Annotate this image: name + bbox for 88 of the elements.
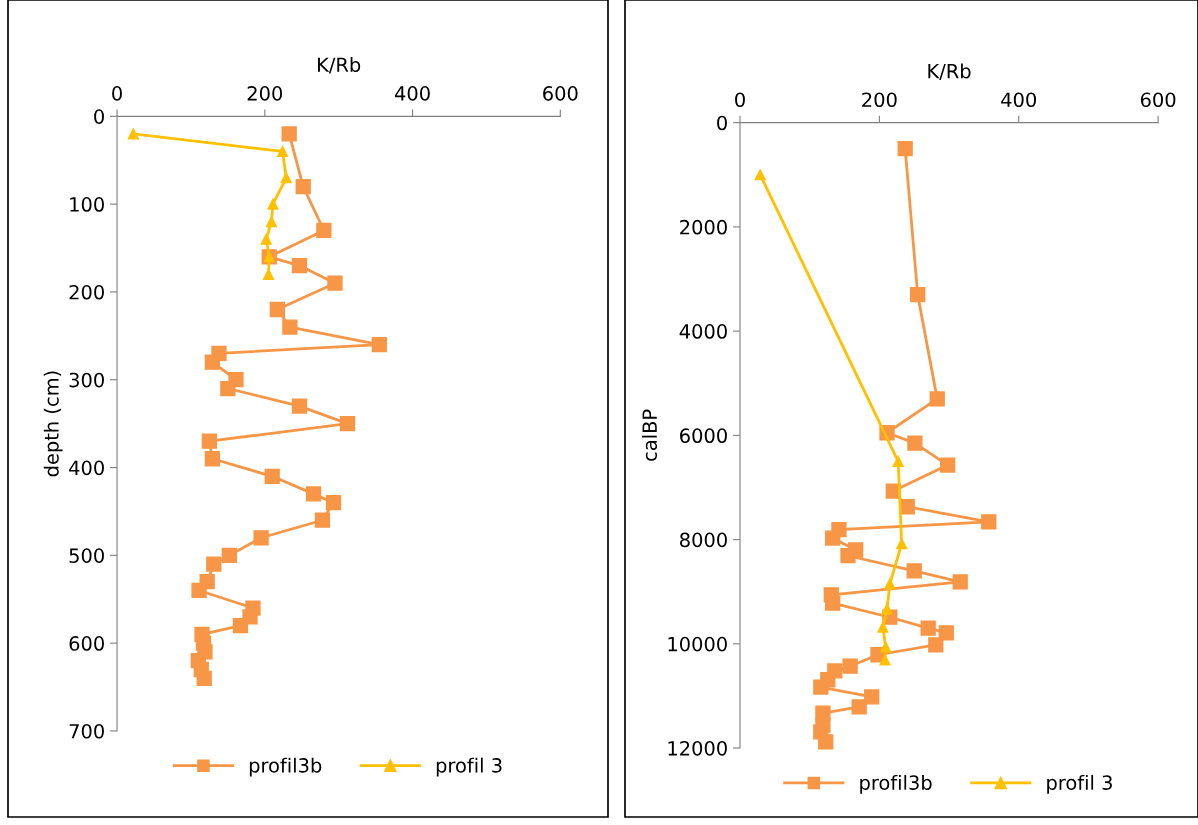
point <box>316 222 332 239</box>
point <box>253 530 269 546</box>
point <box>952 574 968 590</box>
y-tick-label: 600 <box>69 636 104 651</box>
y-tick-label: 700 <box>69 723 104 739</box>
x-axis-title: K/Rb <box>928 63 971 80</box>
point <box>371 336 387 353</box>
x-tick-label: 0 <box>735 92 745 108</box>
point <box>127 128 139 140</box>
y-tick-label: 200 <box>69 284 104 300</box>
point <box>276 145 289 158</box>
x-tick-label: 200 <box>247 86 283 101</box>
y-tick-label: 8000 <box>680 532 727 548</box>
point <box>339 415 356 432</box>
y-tick-label: 0 <box>717 115 727 131</box>
point <box>910 287 926 303</box>
point <box>196 670 212 686</box>
y-tick-label: 400 <box>69 460 104 476</box>
point <box>262 268 275 280</box>
point <box>265 216 278 228</box>
point <box>884 578 896 590</box>
point <box>938 625 954 641</box>
point <box>907 435 923 451</box>
point <box>906 563 922 579</box>
legend-label: profil3b <box>249 757 322 777</box>
point <box>818 734 834 750</box>
y-tick-label: 0 <box>94 109 104 124</box>
point <box>269 301 285 318</box>
point <box>813 679 829 695</box>
point <box>201 433 218 449</box>
point <box>928 637 944 653</box>
legend-label: profil 3 <box>1047 774 1112 794</box>
point <box>295 178 311 195</box>
x-tick-label: 0 <box>112 86 122 101</box>
point <box>877 621 889 633</box>
point <box>325 495 342 511</box>
y-axis-title: depth (cm) <box>43 371 63 477</box>
x-axis-title: K/Rb <box>318 57 361 74</box>
point <box>314 512 331 528</box>
point <box>825 530 841 546</box>
point <box>880 641 892 653</box>
point <box>260 233 272 245</box>
point <box>204 451 220 467</box>
point <box>204 354 220 370</box>
point <box>220 380 236 397</box>
point <box>981 514 997 530</box>
point <box>896 538 908 550</box>
point <box>221 547 237 563</box>
y-axis-title: calBP <box>641 409 658 461</box>
point <box>267 198 279 210</box>
point <box>892 455 904 467</box>
point <box>864 689 880 705</box>
point <box>281 126 297 142</box>
point <box>191 582 207 599</box>
point <box>897 141 913 157</box>
y-tick-label: 300 <box>69 372 104 388</box>
point <box>291 257 308 274</box>
point <box>840 548 856 564</box>
legend-label: profil 3 <box>436 757 502 777</box>
point <box>929 391 945 407</box>
point <box>881 603 893 615</box>
y-tick-label: 6000 <box>680 428 727 444</box>
point <box>851 699 867 715</box>
point <box>232 617 249 634</box>
point <box>280 172 292 184</box>
point <box>842 658 858 674</box>
point <box>327 275 343 291</box>
x-tick-label: 400 <box>394 86 430 101</box>
y-tick-label: 4000 <box>679 324 727 339</box>
y-tick-label: 12000 <box>668 740 727 756</box>
point <box>754 169 766 181</box>
y-tick-label: 10000 <box>668 636 727 652</box>
x-tick-label: 600 <box>543 86 578 101</box>
point <box>940 457 956 473</box>
x-tick-label: 400 <box>1001 92 1036 108</box>
y-tick-label: 2000 <box>680 219 727 235</box>
legend-label: profil3b <box>860 774 932 794</box>
point <box>291 398 308 414</box>
point <box>305 486 322 502</box>
x-tick-label: 600 <box>1140 92 1176 108</box>
point <box>920 620 936 636</box>
point <box>264 468 280 484</box>
y-tick-label: 500 <box>69 548 104 564</box>
point <box>206 556 222 572</box>
x-tick-label: 200 <box>862 92 897 108</box>
y-tick-label: 100 <box>70 197 104 212</box>
point <box>825 595 841 611</box>
point <box>282 319 298 335</box>
